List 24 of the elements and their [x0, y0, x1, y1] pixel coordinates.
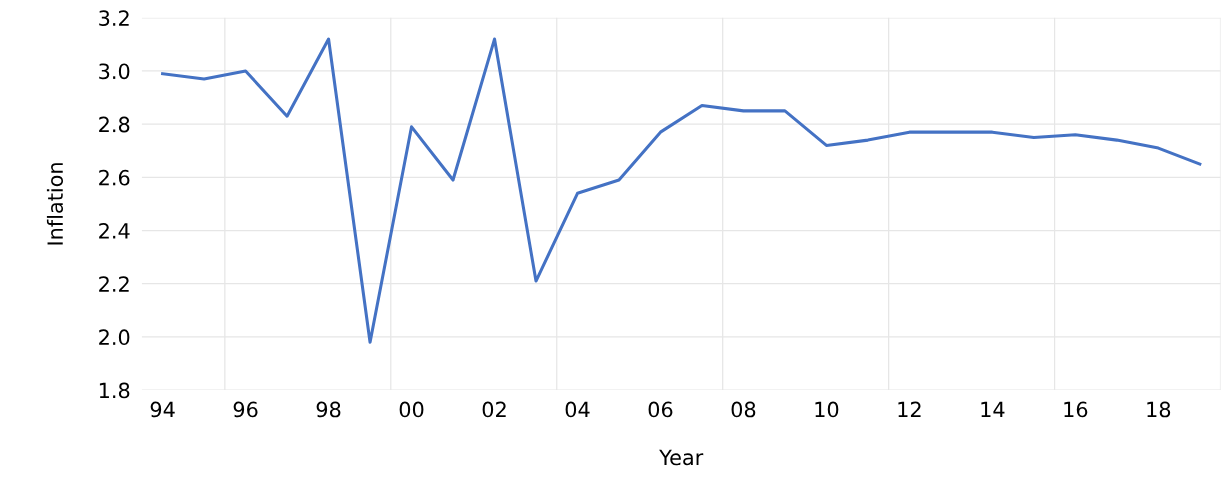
x-tick-label: 06 — [648, 401, 673, 418]
x-tick-label: 04 — [565, 401, 590, 418]
x-tick-label: 18 — [1147, 401, 1171, 418]
x-tick-label: 16 — [1064, 401, 1088, 418]
x-tick-label: 02 — [482, 401, 506, 418]
y-tick-label: 2.0 — [99, 329, 130, 346]
line-series — [161, 37, 1202, 344]
y-tick-label: 1.8 — [99, 382, 130, 399]
y-axis-title: Inflation — [46, 163, 64, 245]
x-tick-label: 98 — [316, 401, 341, 418]
x-tick-label: 12 — [898, 401, 921, 418]
y-tick-label: 2.6 — [99, 169, 130, 186]
y-tick-label: 3.0 — [99, 63, 130, 80]
x-tick-label: 00 — [399, 401, 424, 418]
x-tick-label: 10 — [815, 401, 839, 418]
y-tick-label: 2.4 — [99, 222, 130, 239]
x-tick-label: 96 — [233, 401, 258, 418]
x-axis-title: Year — [659, 449, 704, 466]
y-tick-label: 2.8 — [99, 116, 130, 133]
x-tick-label: 08 — [731, 401, 756, 418]
y-tick-label: 2.2 — [99, 276, 129, 292]
y-tick-label: 3.2 — [99, 10, 129, 27]
x-tick-label: 14 — [981, 401, 1005, 418]
x-tick-label: 94 — [150, 401, 175, 418]
